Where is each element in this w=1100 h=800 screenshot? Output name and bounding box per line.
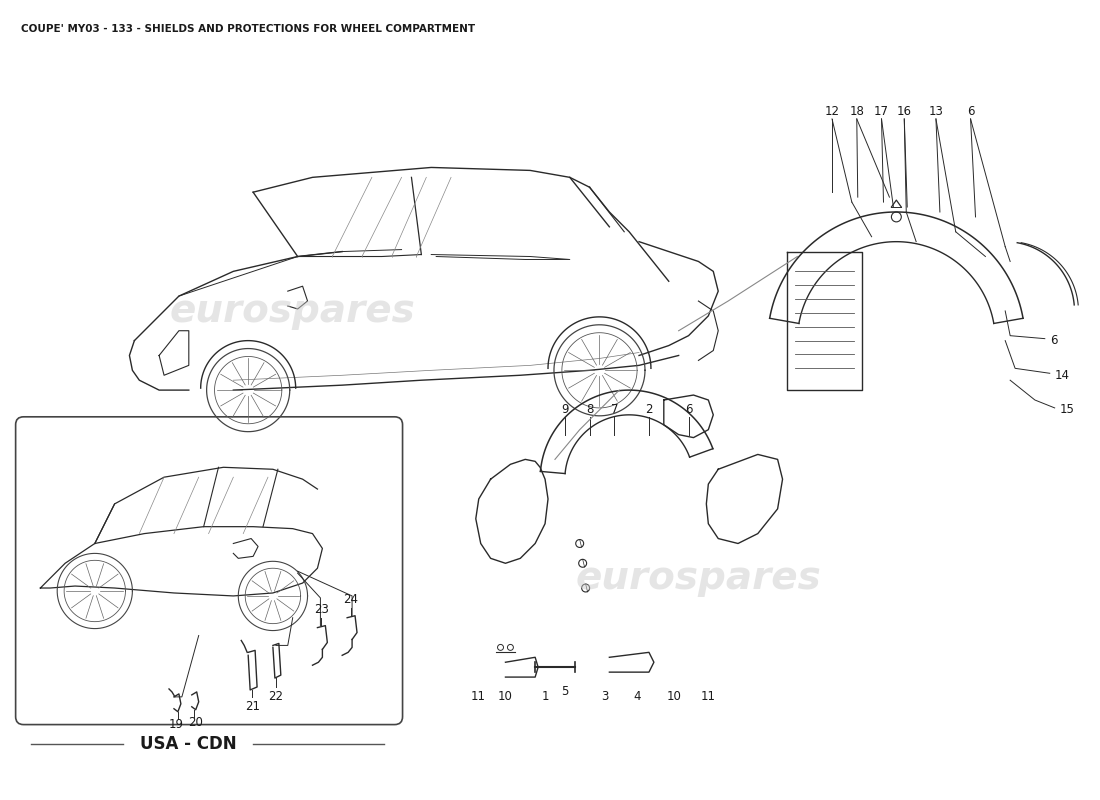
Text: 20: 20 [188, 716, 204, 729]
Text: 18: 18 [849, 105, 865, 118]
Text: 11: 11 [701, 690, 716, 703]
Text: 15: 15 [1059, 403, 1075, 416]
Text: 7: 7 [610, 403, 618, 416]
Text: 2: 2 [646, 403, 652, 416]
Text: 6: 6 [967, 105, 975, 118]
Text: COUPE' MY03 - 133 - SHIELDS AND PROTECTIONS FOR WHEEL COMPARTMENT: COUPE' MY03 - 133 - SHIELDS AND PROTECTI… [21, 24, 475, 34]
Text: 9: 9 [561, 403, 569, 416]
FancyBboxPatch shape [15, 417, 403, 725]
Text: 6: 6 [1049, 334, 1057, 347]
Text: 3: 3 [601, 690, 608, 703]
Text: 12: 12 [825, 105, 839, 118]
Text: 17: 17 [874, 105, 889, 118]
Text: 22: 22 [268, 690, 284, 703]
Text: 23: 23 [314, 603, 329, 616]
Text: 8: 8 [586, 403, 593, 416]
Text: 11: 11 [471, 690, 485, 703]
Text: 6: 6 [685, 403, 692, 416]
Text: 1: 1 [541, 690, 549, 703]
Text: 14: 14 [1055, 369, 1069, 382]
Text: 21: 21 [244, 700, 260, 714]
Text: eurospares: eurospares [575, 559, 822, 597]
Text: 16: 16 [896, 105, 912, 118]
Text: 5: 5 [561, 686, 569, 698]
Text: 10: 10 [498, 690, 513, 703]
Text: eurospares: eurospares [169, 292, 416, 330]
Text: 13: 13 [928, 105, 944, 118]
Text: 4: 4 [634, 690, 641, 703]
Text: 10: 10 [667, 690, 681, 703]
Text: 19: 19 [168, 718, 184, 731]
Text: USA - CDN: USA - CDN [141, 735, 238, 754]
Text: 24: 24 [343, 594, 359, 606]
